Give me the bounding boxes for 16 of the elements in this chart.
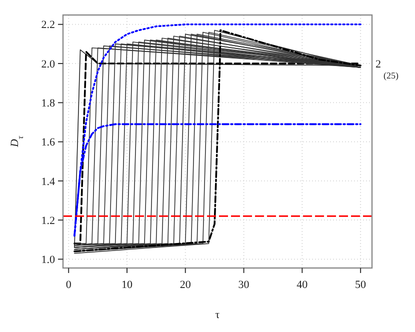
x-tick-label: 0 bbox=[66, 279, 72, 291]
y-tick-label: 2.2 bbox=[41, 19, 55, 32]
annotation: 2 bbox=[376, 58, 382, 70]
x-tick-label: 10 bbox=[121, 279, 133, 291]
y-tick-label: 1.6 bbox=[41, 136, 56, 149]
x-tick-label: 40 bbox=[296, 279, 308, 291]
x-tick-label: 30 bbox=[238, 279, 250, 291]
x-tick-label: 50 bbox=[355, 279, 367, 291]
y-tick-label: 1.2 bbox=[41, 214, 55, 227]
y-tick-label: 1.8 bbox=[41, 98, 56, 110]
y-tick-label: 1.0 bbox=[41, 254, 56, 266]
annotation: (25) bbox=[384, 70, 399, 81]
x-axis-title: τ bbox=[215, 309, 220, 321]
y-tick-label: 1.4 bbox=[41, 176, 56, 188]
y-tick-label: 2.0 bbox=[41, 58, 56, 70]
x-tick-label: 20 bbox=[180, 279, 192, 291]
